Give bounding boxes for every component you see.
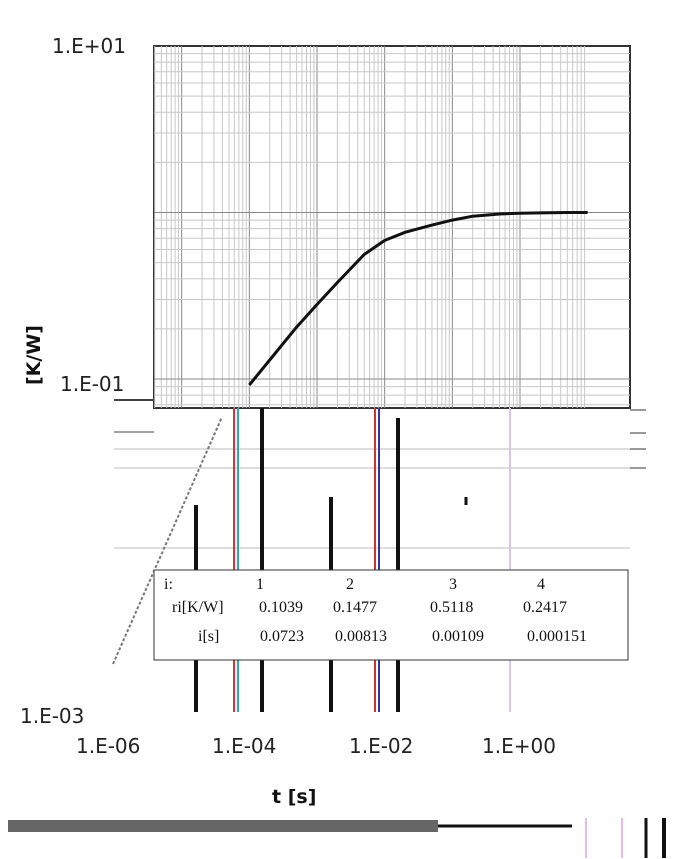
grid-lines <box>154 46 630 408</box>
table-cell: 0.5118 <box>430 599 473 616</box>
table-row-label: i: <box>164 576 173 593</box>
table-cell: 0.0723 <box>260 628 304 645</box>
table-cell: 4 <box>537 576 545 593</box>
x-tick-label: 1.E-06 <box>76 734 140 758</box>
table-cell: 0.1477 <box>333 599 377 616</box>
y-tick-label: 1.E+01 <box>52 34 126 58</box>
table-cell: 3 <box>449 576 457 593</box>
table-cell: 0.1039 <box>259 599 303 616</box>
x-tick-label: 1.E-02 <box>349 734 413 758</box>
y-tick-label: 1.E-01 <box>60 372 124 396</box>
table-row-label: i[s] <box>198 628 219 645</box>
parameter-table-box <box>153 569 629 661</box>
table-cell: 0.2417 <box>523 599 567 616</box>
table-row-label: ri[K/W] <box>172 599 224 616</box>
x-axis-title: t [s] <box>272 786 316 808</box>
table-cell: 0.000151 <box>527 628 587 645</box>
y-axis-title: [K/W] <box>23 325 45 385</box>
x-tick-label: 1.E+00 <box>482 734 556 758</box>
parameter-table: i: 1 2 3 4 ri[K/W] 0.1039 0.1477 0.5118 … <box>153 569 629 661</box>
x-tick-label: 1.E-04 <box>212 734 276 758</box>
plot-area-upper <box>153 45 631 409</box>
series-line <box>248 211 588 386</box>
table-cell: 1 <box>256 576 264 593</box>
table-cell: 0.00109 <box>432 628 484 645</box>
y-tick-label: 1.E-03 <box>20 704 84 728</box>
table-cell: 2 <box>346 576 354 593</box>
table-cell: 0.00813 <box>335 628 387 645</box>
